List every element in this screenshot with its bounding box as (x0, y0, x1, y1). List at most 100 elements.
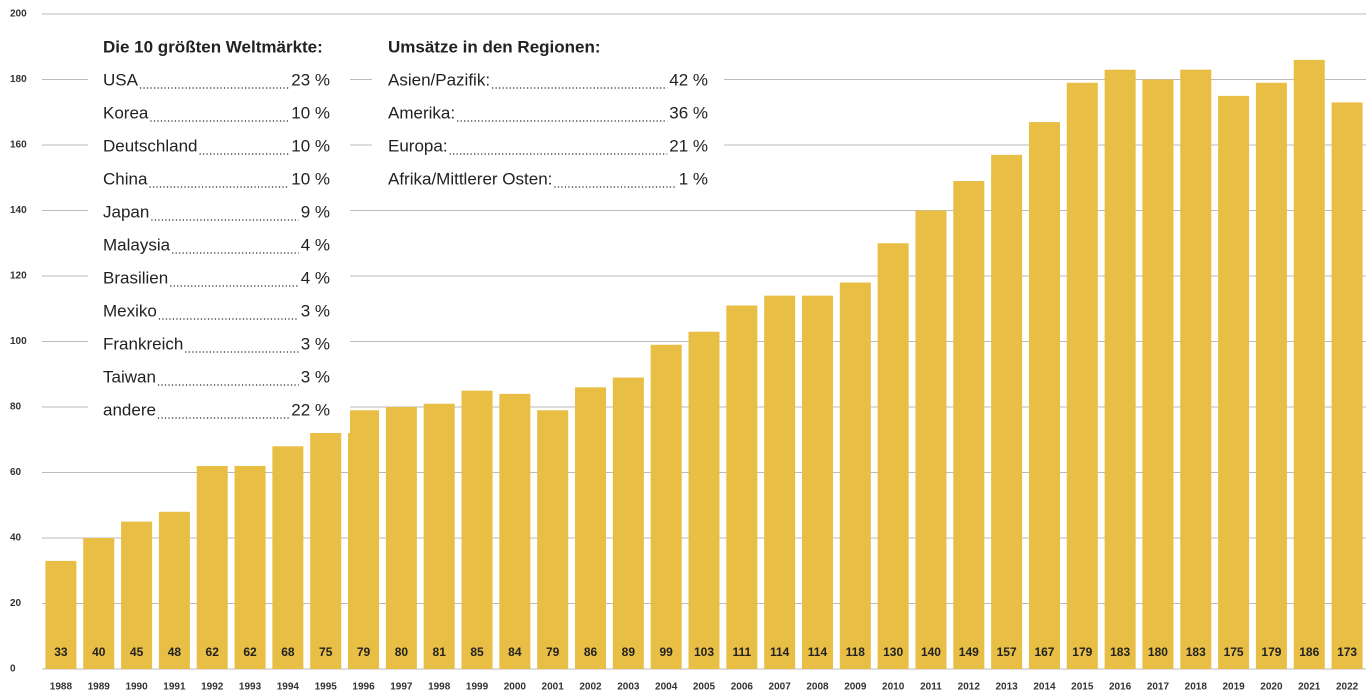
value-label: 186 (1299, 645, 1319, 659)
item-value: 23 % (291, 70, 330, 89)
x-tick-label: 2007 (769, 682, 792, 693)
value-label: 114 (770, 645, 790, 659)
value-label: 80 (395, 645, 409, 659)
x-tick-label: 2018 (1185, 682, 1208, 693)
item-value: 42 % (669, 70, 708, 89)
value-label: 45 (130, 645, 144, 659)
value-label: 85 (470, 645, 484, 659)
bar (726, 305, 758, 669)
bar (45, 560, 77, 669)
x-tick-label: 2019 (1222, 682, 1245, 693)
value-label: 183 (1186, 645, 1206, 659)
y-tick-label: 120 (10, 271, 27, 282)
bar (1180, 69, 1212, 670)
item-label: Deutschland (103, 136, 198, 155)
value-label: 86 (584, 645, 598, 659)
x-tick-label: 2004 (655, 682, 678, 693)
x-tick-label: 2020 (1260, 682, 1283, 693)
x-tick-label: 1989 (88, 682, 111, 693)
value-label: 173 (1337, 645, 1357, 659)
item-label: China (103, 169, 148, 188)
y-tick-label: 0 (10, 664, 16, 675)
value-label: 149 (959, 645, 979, 659)
value-label: 183 (1110, 645, 1130, 659)
bar (310, 423, 342, 669)
value-label: 179 (1072, 645, 1092, 659)
bar (1066, 82, 1098, 669)
item-label: Korea (103, 103, 149, 122)
bar (953, 181, 985, 669)
bar (499, 393, 531, 669)
value-label: 81 (433, 645, 447, 659)
y-tick-label: 140 (10, 205, 27, 216)
x-tick-label: 2021 (1298, 682, 1321, 693)
value-label: 40 (92, 645, 106, 659)
bar (612, 377, 644, 669)
bar (575, 387, 607, 669)
item-value: 36 % (669, 103, 708, 122)
bar (991, 154, 1023, 669)
panel-title: Umsätze in den Regionen: (388, 37, 601, 56)
x-tick-label: 2005 (693, 682, 716, 693)
bar (764, 295, 796, 669)
value-label: 130 (883, 645, 903, 659)
x-tick-label: 2008 (806, 682, 829, 693)
item-value: 1 % (679, 169, 708, 188)
bar (121, 521, 153, 669)
value-label: 84 (508, 645, 522, 659)
value-label: 157 (997, 645, 1017, 659)
x-tick-label: 1993 (239, 682, 262, 693)
x-tick-label: 1998 (428, 682, 451, 693)
bar (537, 410, 569, 669)
bar (423, 403, 455, 669)
bar (801, 295, 833, 669)
x-tick-label: 2001 (542, 682, 565, 693)
item-value: 3 % (301, 334, 330, 353)
bar (1104, 69, 1136, 670)
x-tick-label: 2022 (1336, 682, 1359, 693)
panel-background (372, 30, 724, 202)
item-label: andere (103, 400, 156, 419)
x-tick-label: 1997 (390, 682, 413, 693)
x-tick-label: 2000 (504, 682, 527, 693)
value-label: 111 (732, 645, 751, 659)
value-label: 79 (357, 645, 371, 659)
item-label: Taiwan (103, 367, 156, 386)
bar (83, 538, 115, 669)
x-tick-label: 2014 (1033, 682, 1056, 693)
item-label: Europa: (388, 136, 448, 155)
x-tick-label: 2006 (731, 682, 754, 693)
y-tick-label: 20 (10, 598, 22, 609)
x-tick-label: 2010 (882, 682, 905, 693)
y-tick-label: 80 (10, 402, 22, 413)
item-label: Asien/Pazifik: (388, 70, 490, 89)
bar (1142, 79, 1174, 669)
x-tick-label: 1992 (201, 682, 224, 693)
bar (839, 282, 871, 669)
x-tick-label: 1988 (50, 682, 73, 693)
x-tick-label: 2016 (1109, 682, 1132, 693)
x-tick-label: 2013 (996, 682, 1019, 693)
value-label: 180 (1148, 645, 1168, 659)
item-label: Brasilien (103, 268, 168, 287)
value-label: 114 (808, 645, 828, 659)
item-label: Amerika: (388, 103, 455, 122)
item-value: 3 % (301, 301, 330, 320)
value-label: 179 (1261, 645, 1281, 659)
bar (158, 511, 190, 669)
bar (915, 210, 947, 669)
value-label: 118 (846, 645, 866, 659)
x-tick-label: 1991 (163, 682, 186, 693)
item-label: Japan (103, 202, 149, 221)
bar (234, 465, 266, 669)
value-label: 103 (694, 645, 714, 659)
bar (1028, 122, 1060, 669)
x-tick-label: 2011 (920, 682, 942, 693)
y-tick-label: 160 (10, 140, 27, 151)
item-label: Malaysia (103, 235, 171, 254)
x-tick-label: 2015 (1071, 682, 1094, 693)
bar (650, 344, 682, 669)
bar (385, 407, 417, 669)
bar (272, 446, 304, 669)
bar (348, 410, 380, 669)
